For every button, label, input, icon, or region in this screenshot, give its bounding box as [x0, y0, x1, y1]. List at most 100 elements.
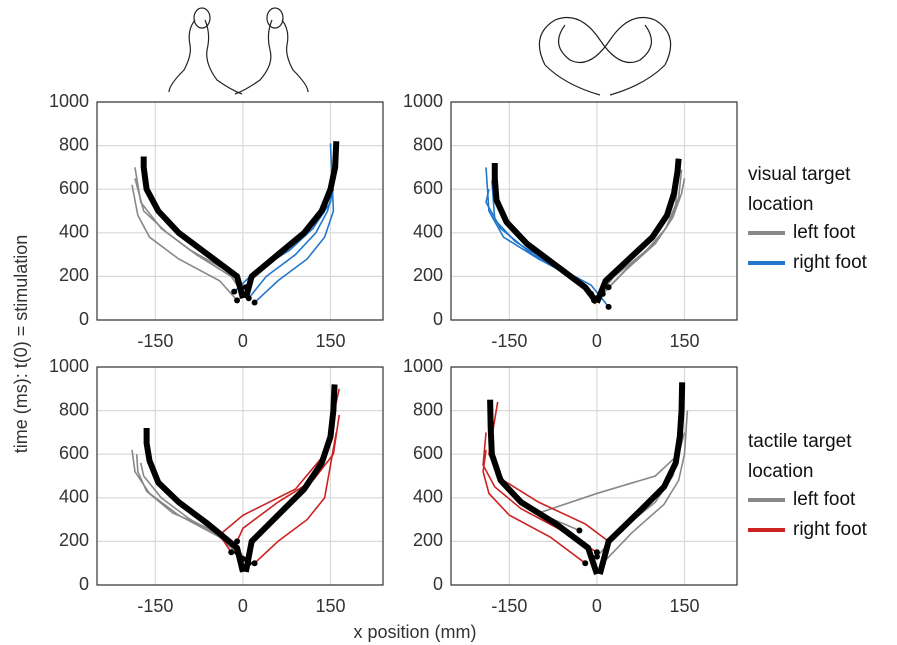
start-point — [599, 560, 606, 567]
x-tick-label: -150 — [137, 331, 173, 351]
start-point — [231, 288, 238, 295]
start-point — [242, 284, 249, 291]
legend-title: tactile target location — [748, 431, 852, 482]
mean-trajectory — [140, 156, 246, 299]
mean-trajectory — [596, 382, 686, 575]
y-tick-label: 600 — [413, 178, 443, 198]
start-point — [593, 549, 600, 556]
trajectory — [131, 184, 238, 301]
start-point — [251, 560, 258, 567]
start-point — [234, 538, 241, 545]
panel: 0 200 400 600 800 1000 -150 0 150 — [49, 91, 384, 351]
sketch-uncrossed-feet — [168, 7, 309, 95]
x-tick-label: -150 — [491, 331, 527, 351]
x-tick-label: 150 — [669, 596, 699, 616]
x-tick-label: 150 — [315, 331, 345, 351]
y-tick-label: 200 — [59, 530, 89, 550]
y-tick-label: 600 — [59, 443, 89, 463]
plot-frame — [96, 366, 384, 586]
sketch-crossed-feet — [538, 16, 672, 96]
trajectory — [482, 432, 598, 553]
start-point — [245, 560, 252, 567]
mean-trajectory — [242, 384, 338, 573]
y-tick-label: 0 — [79, 574, 89, 594]
trajectory — [254, 432, 338, 564]
y-tick-label: 400 — [59, 222, 89, 242]
y-tick-label: 200 — [413, 265, 443, 285]
x-tick-label: 0 — [592, 596, 602, 616]
start-point — [605, 538, 612, 545]
start-point — [239, 555, 246, 562]
start-point — [593, 553, 600, 560]
y-tick-label: 400 — [59, 487, 89, 507]
x-tick-label: 0 — [238, 331, 248, 351]
start-point — [234, 297, 241, 304]
start-point — [251, 299, 258, 306]
x-tick-label: -150 — [491, 596, 527, 616]
panel: 0 200 400 600 800 1000 -150 0 150 — [49, 356, 384, 616]
plot-frame — [96, 101, 384, 321]
trajectory — [233, 162, 338, 293]
panel: 0 200 400 600 800 1000 -150 0 150 — [403, 356, 738, 616]
start-point — [605, 303, 612, 310]
start-point — [576, 527, 583, 534]
trajectory — [254, 143, 335, 304]
y-tick-label: 0 — [79, 309, 89, 329]
y-tick-label: 800 — [59, 399, 89, 419]
y-tick-label: 1000 — [403, 356, 443, 376]
trajectory — [608, 178, 686, 288]
x-tick-label: 0 — [592, 331, 602, 351]
y-tick-label: 1000 — [49, 91, 89, 111]
y-tick-label: 1000 — [49, 356, 89, 376]
y-tick-label: 800 — [59, 134, 89, 154]
y-tick-label: 800 — [413, 134, 443, 154]
panel: 0 200 400 600 800 1000 -150 0 150 — [403, 91, 738, 351]
start-point — [239, 290, 246, 297]
start-point — [605, 284, 612, 291]
x-tick-label: -150 — [137, 596, 173, 616]
trajectory — [536, 432, 686, 532]
y-tick-label: 1000 — [403, 91, 443, 111]
trajectory — [482, 449, 586, 564]
x-tick-label: 0 — [238, 596, 248, 616]
y-axis-label: time (ms): t(0) = stimulation — [11, 235, 31, 454]
mean-trajectory — [594, 158, 682, 304]
y-tick-label: 0 — [433, 574, 443, 594]
y-tick-label: 400 — [413, 222, 443, 242]
mean-trajectory — [487, 399, 600, 576]
mean-trajectory — [143, 428, 246, 573]
start-point — [245, 295, 252, 302]
y-tick-label: 200 — [413, 530, 443, 550]
x-tick-label: 150 — [669, 331, 699, 351]
trajectory — [593, 167, 680, 301]
start-point — [582, 560, 589, 567]
legend-label: left foot — [793, 489, 856, 510]
y-tick-label: 400 — [413, 487, 443, 507]
trajectory — [236, 414, 341, 542]
trajectory — [491, 180, 610, 308]
y-tick-label: 0 — [433, 309, 443, 329]
start-point — [599, 290, 606, 297]
legend-title: visual target location — [748, 164, 851, 215]
y-tick-label: 600 — [59, 178, 89, 198]
start-point — [588, 290, 595, 297]
mean-trajectory — [242, 141, 340, 299]
start-point — [228, 549, 235, 556]
y-tick-label: 200 — [59, 265, 89, 285]
legend-label: right foot — [793, 252, 868, 273]
x-axis-label: x position (mm) — [353, 622, 476, 642]
x-tick-label: 150 — [315, 596, 345, 616]
legend-label: right foot — [793, 519, 868, 540]
trajectory — [248, 188, 335, 299]
trajectory — [602, 410, 689, 564]
plot-frame — [450, 101, 738, 321]
start-point — [593, 295, 600, 302]
plot-frame — [450, 366, 738, 586]
mean-trajectory — [491, 163, 600, 305]
start-point — [234, 549, 241, 556]
legend-label: left foot — [793, 222, 856, 243]
y-tick-label: 600 — [413, 443, 443, 463]
y-tick-label: 800 — [413, 399, 443, 419]
